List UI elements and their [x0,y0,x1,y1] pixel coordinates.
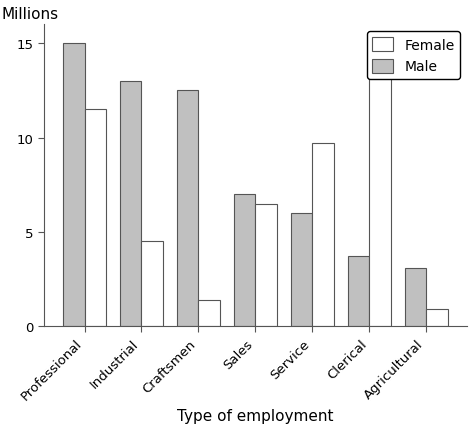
X-axis label: Type of employment: Type of employment [177,408,334,423]
Bar [291,214,312,326]
Bar [369,53,391,326]
Bar [426,310,448,326]
Legend: Female, Male: Female, Male [367,32,460,80]
Bar [255,204,277,326]
Bar [347,257,369,326]
Bar [199,300,220,326]
Bar [312,144,334,326]
Bar [234,195,255,326]
Bar [63,44,84,326]
Bar [84,110,106,326]
Bar [142,242,163,326]
Bar [177,91,199,326]
Bar [404,268,426,326]
Text: Millions: Millions [1,7,58,22]
Bar [120,82,142,326]
